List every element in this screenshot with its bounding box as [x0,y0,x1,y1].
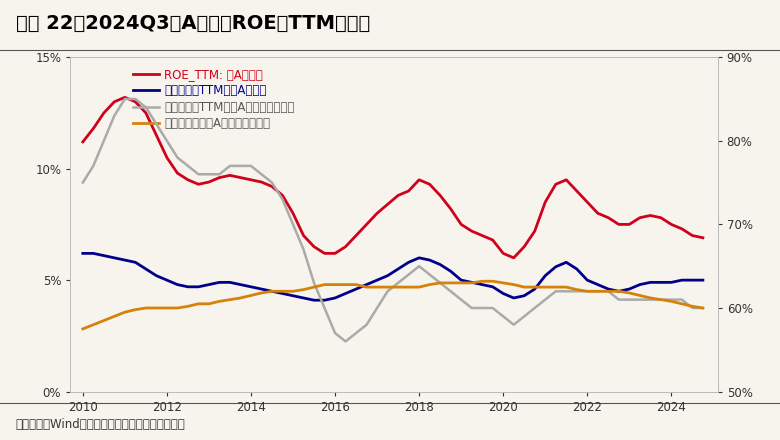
资产周转率TTM：全A非金融（右轴） [698,305,707,311]
资产负债率：全A非金融（右轴） [236,295,245,301]
资产周转率TTM：全A非金融（右轴） [193,172,203,177]
资产周转率TTM：全A非金融（右轴） [78,180,87,185]
Line: 资产负债率：全A非金融（右轴）: 资产负债率：全A非金融（右轴） [83,281,703,329]
销售净利率TTM：全A非金融 [278,291,287,296]
销售净利率TTM：全A非金融 [698,278,707,283]
Text: 资料来源：Wind，兴业证券经济与金融研究院整理: 资料来源：Wind，兴业证券经济与金融研究院整理 [16,418,186,431]
资产负债率：全A非金融（右轴） [698,305,707,311]
ROE_TTM: 全A非金融: (2.01e+03, 9.5): 全A非金融: (2.01e+03, 9.5) [246,177,256,183]
Line: 销售净利率TTM：全A非金融: 销售净利率TTM：全A非金融 [83,253,703,300]
Text: 图表 22、2024Q3全A非金融ROE（TTM）回落: 图表 22、2024Q3全A非金融ROE（TTM）回落 [16,14,370,33]
销售净利率TTM：全A非金融 [236,282,245,287]
资产负债率：全A非金融（右轴） [477,279,487,284]
资产负债率：全A非金融（右轴） [183,304,193,309]
销售净利率TTM：全A非金融 [257,286,266,292]
ROE_TTM: 全A非金融: (2.02e+03, 7): 全A非金融: (2.02e+03, 7) [477,233,487,238]
销售净利率TTM：全A非金融 [310,297,319,303]
销售净利率TTM：全A非金融 [183,284,193,290]
资产周转率TTM：全A非金融（右轴） [120,96,129,102]
资产周转率TTM：全A非金融（右轴） [299,247,308,252]
ROE_TTM: 全A非金融: (2.02e+03, 6.9): 全A非金融: (2.02e+03, 6.9) [698,235,707,240]
ROE_TTM: 全A非金融: (2.02e+03, 6): 全A非金融: (2.02e+03, 6) [509,255,519,260]
资产周转率TTM：全A非金融（右轴） [268,180,277,185]
ROE_TTM: 全A非金融: (2.01e+03, 9.2): 全A非金融: (2.01e+03, 9.2) [268,184,277,189]
Line: 资产周转率TTM：全A非金融（右轴）: 资产周转率TTM：全A非金融（右轴） [83,99,703,341]
资产负债率：全A非金融（右轴） [257,290,266,296]
资产周转率TTM：全A非金融（右轴） [246,163,256,169]
Line: ROE_TTM: 全A非金融: ROE_TTM: 全A非金融 [83,97,703,258]
ROE_TTM: 全A非金融: (2.02e+03, 7): 全A非金融: (2.02e+03, 7) [299,233,308,238]
ROE_TTM: 全A非金融: (2.02e+03, 8): 全A非金融: (2.02e+03, 8) [289,211,298,216]
销售净利率TTM：全A非金融 [289,293,298,298]
销售净利率TTM：全A非金融 [78,251,87,256]
资产负债率：全A非金融（右轴） [78,326,87,332]
资产负债率：全A非金融（右轴） [278,289,287,294]
ROE_TTM: 全A非金融: (2.01e+03, 13.2): 全A非金融: (2.01e+03, 13.2) [120,95,129,100]
资产负债率：全A非金融（右轴） [467,280,477,286]
资产负债率：全A非金融（右轴） [289,289,298,294]
资产周转率TTM：全A非金融（右轴） [341,339,350,344]
ROE_TTM: 全A非金融: (2.01e+03, 9.3): 全A非金融: (2.01e+03, 9.3) [193,182,203,187]
销售净利率TTM：全A非金融 [477,282,487,287]
资产周转率TTM：全A非金融（右轴） [488,305,498,311]
ROE_TTM: 全A非金融: (2.01e+03, 11.2): 全A非金融: (2.01e+03, 11.2) [78,139,87,145]
Legend: ROE_TTM: 全A非金融, 销售净利率TTM：全A非金融, 资产周转率TTM：全A非金融（右轴）, 资产负债率：全A非金融（右轴）: ROE_TTM: 全A非金融, 销售净利率TTM：全A非金融, 资产周转率TTM… [128,63,300,135]
资产周转率TTM：全A非金融（右轴） [289,222,298,227]
